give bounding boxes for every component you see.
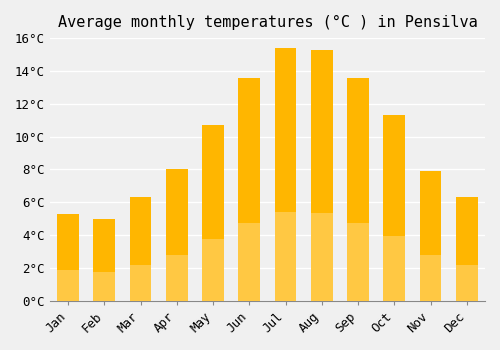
Bar (130, 265, 152, 301)
Bar (94, 219, 115, 301)
Bar (130, 197, 152, 301)
Bar (456, 265, 477, 301)
Bar (347, 78, 369, 301)
Bar (274, 212, 296, 301)
Bar (311, 50, 332, 301)
Bar (202, 125, 224, 301)
Bar (238, 223, 260, 301)
Bar (166, 255, 188, 301)
Bar (311, 213, 332, 301)
Bar (238, 78, 260, 301)
Bar (166, 169, 188, 301)
Bar (57, 214, 79, 301)
Bar (384, 236, 405, 301)
Bar (420, 171, 442, 301)
Bar (420, 256, 442, 301)
Title: Average monthly temperatures (°C ) in Pensilva: Average monthly temperatures (°C ) in Pe… (58, 15, 478, 30)
Bar (384, 115, 405, 301)
Bar (94, 272, 115, 301)
Bar (57, 271, 79, 301)
Bar (347, 223, 369, 301)
Bar (456, 197, 477, 301)
Bar (274, 48, 296, 301)
Bar (202, 239, 224, 301)
